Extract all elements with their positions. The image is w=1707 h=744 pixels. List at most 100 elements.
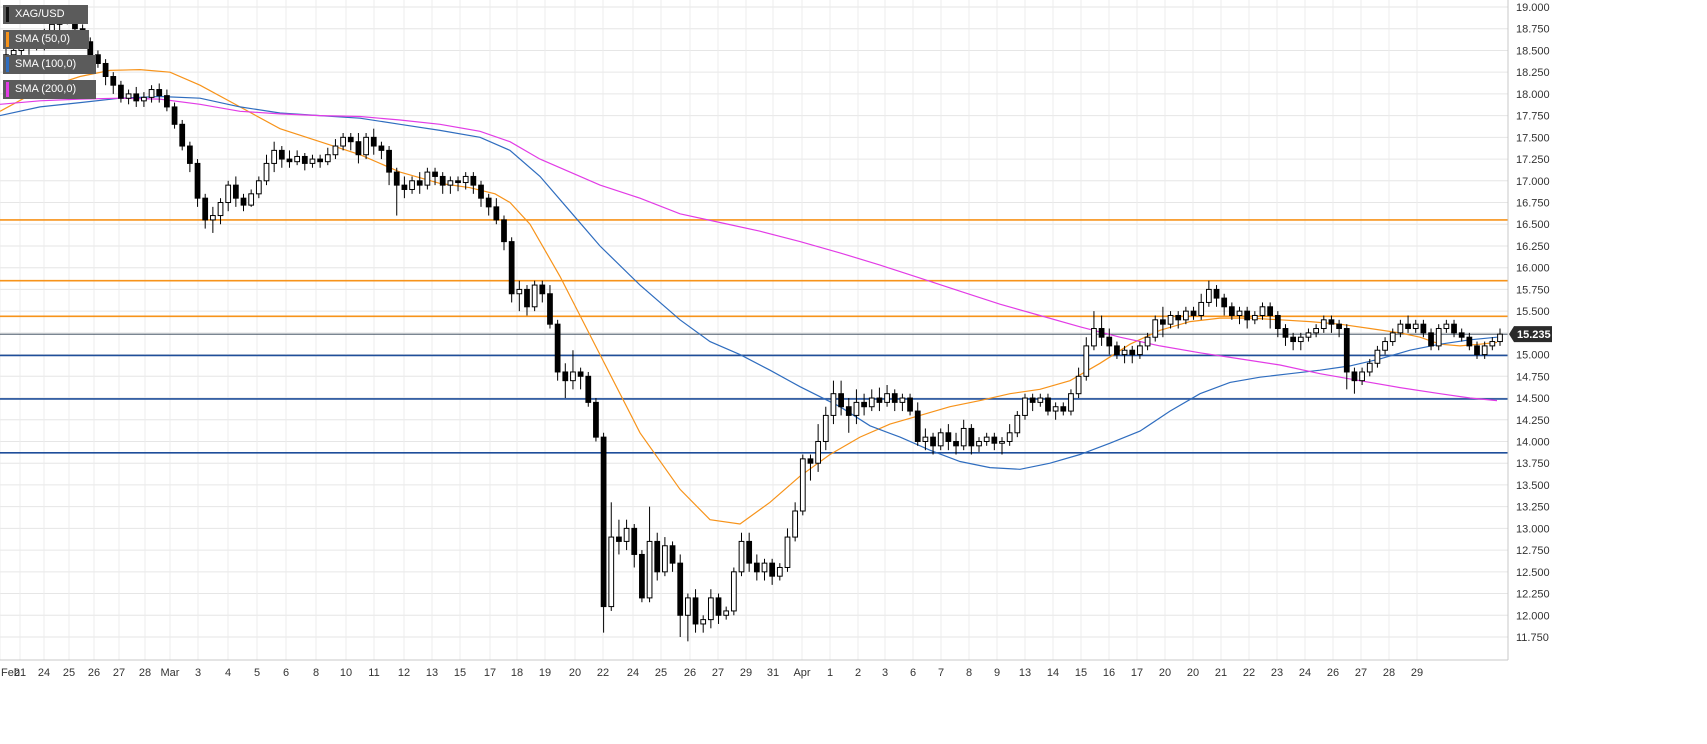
candle [531,280,538,312]
candle [416,172,423,194]
candle-body [347,136,354,143]
candle [455,176,461,192]
x-tick-label: 21 [14,667,26,679]
candle [1458,328,1465,342]
x-tick-label: 17 [1131,667,1143,679]
candle [271,141,278,173]
candle-body [1435,328,1442,347]
x-tick-label: 28 [139,667,151,679]
candle [585,371,592,407]
candle [1343,324,1350,390]
legend-item-sma50[interactable]: SMA (50,0) [3,30,89,49]
candle-body [738,540,745,573]
y-tick-label: 13.250 [1516,502,1550,514]
candle [753,554,760,581]
candle [547,285,553,329]
candle [1106,328,1113,355]
legend-item-sma100[interactable]: SMA (100,0) [3,55,96,74]
candle-body [240,197,247,206]
y-tick-label: 18.500 [1516,45,1550,57]
candle [577,367,584,390]
candle-body [807,458,814,464]
x-tick-label: 27 [1355,667,1367,679]
candle-body [248,193,255,206]
legend-swatch [6,7,9,22]
candle-body [685,597,691,616]
candle [1474,341,1480,359]
candle-body [340,136,346,147]
candle-body [623,527,630,542]
candle [370,128,377,155]
candle-body [1374,349,1381,364]
candle-body [1397,323,1404,334]
x-tick-label: Feb [1,667,20,679]
candle-body [1343,328,1350,373]
candle-body [930,436,936,447]
candle [868,389,875,412]
candle [845,398,852,433]
x-tick-label: 17 [484,667,496,679]
candle [838,380,844,416]
candle-body [830,393,837,416]
x-tick-label: 2 [855,667,861,679]
candle [363,133,369,160]
candle-body [853,401,860,416]
y-tick-label: 16.750 [1516,198,1550,210]
candle-body [516,288,523,295]
candle-body [1466,336,1473,347]
y-tick-label: 18.750 [1516,24,1550,36]
candle-body [991,436,998,444]
candle-body [1167,314,1174,325]
candle [1497,328,1503,346]
candle [1359,367,1365,385]
legend-item-sma200[interactable]: SMA (200,0) [3,80,96,99]
candle [876,387,883,412]
candle-body [439,175,446,186]
candle-body [646,540,653,599]
y-tick-label: 15.000 [1516,350,1550,362]
candle [462,172,469,190]
candle-body [1489,341,1496,347]
candle [1022,393,1028,420]
candle [1006,424,1013,446]
candle [148,85,155,103]
candle-body [1236,310,1243,316]
candle-body [432,171,438,177]
candle-body [1313,328,1319,334]
x-tick-label: 16 [1103,667,1115,679]
candle [953,432,959,455]
candle [1236,306,1243,325]
x-tick-label: 14 [1047,667,1059,679]
candle [822,406,829,451]
candle [1037,393,1044,407]
candle [187,141,193,173]
y-tick-label: 14.250 [1516,415,1550,427]
candle-body [95,54,101,64]
candle [1029,393,1036,412]
candle-body [447,180,454,186]
candle [1481,341,1488,359]
candle-body [1412,323,1419,330]
candle-body [1098,328,1105,338]
candle-body [1420,323,1427,334]
y-tick-label: 17.000 [1516,176,1550,188]
candle-body [1244,310,1251,321]
candle-body [156,89,163,97]
candle [1014,411,1021,438]
legend-item-xagusd[interactable]: XAG/USD [3,5,88,24]
candle [217,198,224,225]
candle [1052,402,1059,420]
candle-body [1152,319,1159,338]
candle-body [723,610,730,616]
candle [1282,324,1289,346]
candle [1144,332,1151,351]
y-tick-label: 18.250 [1516,67,1550,79]
candle-body [730,571,737,612]
candle-body [876,397,883,403]
candle-body [662,545,668,573]
candle-body [616,536,622,542]
candle [937,428,944,451]
candle [707,589,714,629]
candle [730,567,737,616]
